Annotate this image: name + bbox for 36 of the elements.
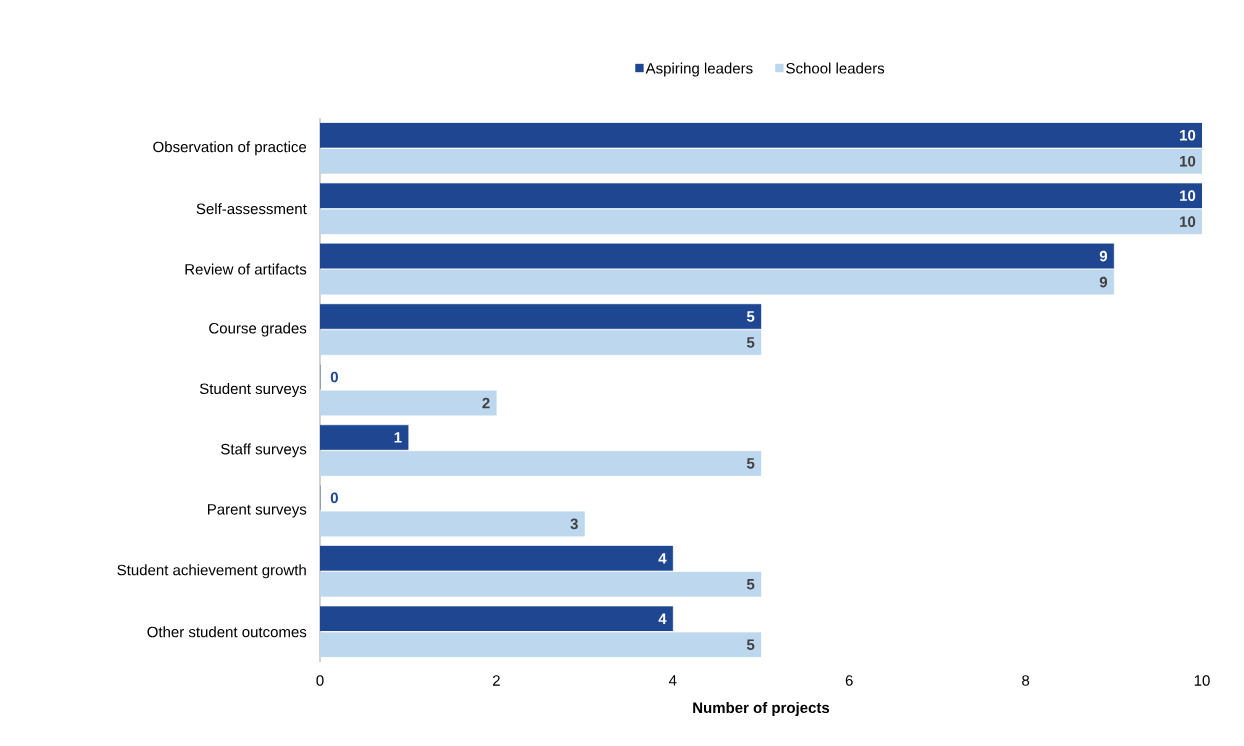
y-tick-label: Other student outcomes bbox=[147, 626, 307, 638]
data-label: 10 bbox=[1180, 190, 1196, 201]
data-label: 4 bbox=[658, 613, 667, 624]
data-label: 4 bbox=[658, 553, 667, 564]
x-tick-label: 0 bbox=[316, 675, 324, 686]
x-tick-label: 6 bbox=[845, 675, 853, 686]
y-tick-label: Student surveys bbox=[199, 383, 307, 397]
data-label: 0 bbox=[330, 371, 338, 383]
y-tick-label: Self-assessment bbox=[196, 203, 307, 215]
data-label: 5 bbox=[746, 639, 755, 650]
x-tick-label: 2 bbox=[492, 675, 500, 686]
data-label: 5 bbox=[746, 458, 755, 469]
data-label: 5 bbox=[746, 311, 755, 322]
data-label: 10 bbox=[1180, 129, 1196, 141]
data-label: 9 bbox=[1099, 250, 1108, 262]
y-tick-label: Review of artifacts bbox=[185, 263, 307, 275]
legend-label: Aspiring leaders bbox=[645, 62, 753, 77]
data-label: 5 bbox=[746, 579, 755, 590]
y-tick-label: Parent surveys bbox=[207, 504, 307, 518]
x-tick-label: 8 bbox=[1022, 675, 1030, 686]
data-label: 5 bbox=[746, 337, 755, 348]
x-tick-label: 4 bbox=[668, 675, 677, 686]
data-label: 10 bbox=[1180, 216, 1196, 227]
data-label: 2 bbox=[482, 397, 490, 409]
x-axis-title: Number of projects bbox=[693, 702, 830, 716]
x-tick-label: 10 bbox=[1194, 675, 1210, 686]
data-label: 9 bbox=[1099, 276, 1108, 288]
data-label: 1 bbox=[394, 432, 402, 443]
data-label: 3 bbox=[570, 518, 578, 530]
y-tick-label: Student achievement growth bbox=[117, 564, 306, 579]
y-tick-label: Observation of practice bbox=[153, 141, 307, 156]
legend-label: School leaders bbox=[786, 62, 885, 74]
data-label: 10 bbox=[1180, 155, 1196, 167]
data-label: 0 bbox=[330, 492, 338, 504]
y-tick-label: Course grades bbox=[209, 322, 307, 337]
y-tick-label: Staff surveys bbox=[221, 443, 307, 458]
